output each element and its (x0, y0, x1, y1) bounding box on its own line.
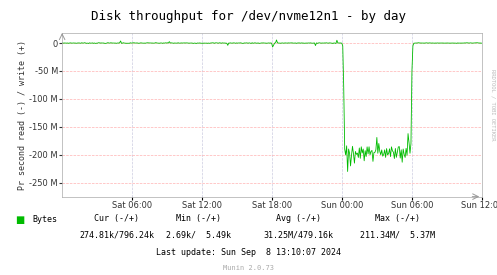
Text: Disk throughput for /dev/nvme12n1 - by day: Disk throughput for /dev/nvme12n1 - by d… (91, 10, 406, 23)
Text: 31.25M/479.16k: 31.25M/479.16k (263, 231, 333, 240)
Text: RRDTOOL / TOBI OETIKER: RRDTOOL / TOBI OETIKER (491, 69, 496, 140)
Text: Last update: Sun Sep  8 13:10:07 2024: Last update: Sun Sep 8 13:10:07 2024 (156, 248, 341, 257)
Text: 274.81k/796.24k: 274.81k/796.24k (80, 231, 154, 240)
Text: 211.34M/  5.37M: 211.34M/ 5.37M (360, 231, 435, 240)
Text: 2.69k/  5.49k: 2.69k/ 5.49k (166, 231, 231, 240)
Text: Min (-/+): Min (-/+) (176, 214, 221, 223)
Text: Avg (-/+): Avg (-/+) (276, 214, 321, 223)
Text: Munin 2.0.73: Munin 2.0.73 (223, 265, 274, 271)
Text: Bytes: Bytes (32, 216, 57, 224)
Text: ■: ■ (15, 215, 24, 225)
Text: Max (-/+): Max (-/+) (375, 214, 420, 223)
Text: Cur (-/+): Cur (-/+) (94, 214, 139, 223)
Y-axis label: Pr second read (-) / write (+): Pr second read (-) / write (+) (17, 40, 26, 190)
